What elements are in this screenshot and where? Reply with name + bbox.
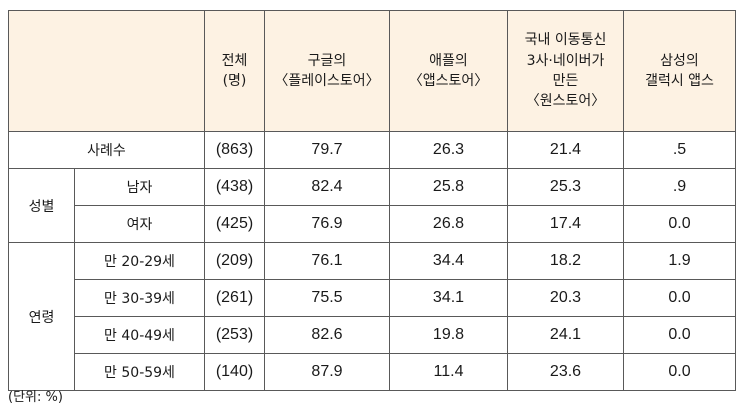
cell-onestore: 24.1 xyxy=(507,316,624,354)
header-samsung-line2: 갤럭시 앱스 xyxy=(645,73,714,89)
header-apple: 애플의 〈앱스토어〉 xyxy=(389,10,508,132)
header-samsung-line1: 삼성의 xyxy=(660,52,699,69)
header-row: 전체 (명) 구글의 〈플레이스토어〉 애플의 〈앱스토어〉 국내 이동통신 3… xyxy=(8,10,736,132)
header-google-line2: 〈플레이스토어〉 xyxy=(274,73,380,89)
table-row-male: 성별 남자 (438) 82.4 25.8 25.3 .9 xyxy=(8,168,736,243)
header-onestore-line2: 3사·네이버가 xyxy=(526,52,605,69)
table-row-age50: 만 50-59세 (140) 87.9 11.4 23.6 0.0 xyxy=(9,353,736,391)
cell-n: (140) xyxy=(204,353,265,391)
cell-onestore: 25.3 xyxy=(507,168,624,206)
table-row-total: 사례수 (863) 79.7 26.3 21.4 .5 xyxy=(8,131,736,169)
header-google: 구글의 〈플레이스토어〉 xyxy=(264,10,390,132)
cell-apple: 34.1 xyxy=(389,279,508,317)
survey-table: 전체 (명) 구글의 〈플레이스토어〉 애플의 〈앱스토어〉 국내 이동통신 3… xyxy=(8,10,736,391)
header-google-line1: 구글의 xyxy=(307,52,347,69)
table-row-age30: 만 30-39세 (261) 75.5 34.1 20.3 0.0 xyxy=(9,279,736,317)
row-label: 만 50-59세 xyxy=(74,353,205,391)
header-corner xyxy=(8,10,205,132)
table-row-age20: 연령 만 20-29세 (209) 76.1 34.4 18.2 1.9 xyxy=(8,242,736,391)
cell-onestore: 20.3 xyxy=(507,279,624,317)
header-onestore-line1: 국내 이동통신 xyxy=(524,32,607,49)
table-row-age40: 만 40-49세 (253) 82.6 19.8 24.1 0.0 xyxy=(9,316,736,354)
cell-apple: 34.4 xyxy=(389,242,508,280)
cell-google: 79.7 xyxy=(264,131,390,169)
header-total-line1: 전체 xyxy=(221,52,248,69)
row-label: 여자 xyxy=(74,205,205,243)
header-samsung: 삼성의 갤럭시 앱스 xyxy=(623,10,736,132)
cell-apple: 19.8 xyxy=(389,316,508,354)
cell-samsung: .5 xyxy=(623,131,736,169)
header-onestore-line4: 〈원스토어〉 xyxy=(525,93,606,110)
header-total: 전체 (명) xyxy=(204,10,265,132)
group-label-age: 연령 xyxy=(8,242,75,391)
cell-samsung: 0.0 xyxy=(623,279,736,317)
cell-onestore: 17.4 xyxy=(507,205,624,243)
cell-samsung: .9 xyxy=(623,168,736,206)
cell-apple: 26.8 xyxy=(389,205,508,243)
cell-samsung: 0.0 xyxy=(623,205,736,243)
row-label: 만 20-29세 xyxy=(74,242,205,280)
cell-onestore: 23.6 xyxy=(507,353,624,391)
cell-google: 76.1 xyxy=(264,242,390,280)
cell-n: (209) xyxy=(204,242,265,280)
cell-n: (261) xyxy=(204,279,265,317)
header-onestore: 국내 이동통신 3사·네이버가 만든 〈원스토어〉 xyxy=(507,10,624,132)
header-onestore-line3: 만든 xyxy=(552,73,579,89)
cell-google: 76.9 xyxy=(264,205,390,243)
cell-samsung: 0.0 xyxy=(623,316,736,354)
cell-samsung: 1.9 xyxy=(623,242,736,280)
cell-onestore: 21.4 xyxy=(507,131,624,169)
row-label: 만 30-39세 xyxy=(74,279,205,317)
row-label: 만 40-49세 xyxy=(74,316,205,354)
cell-google: 82.4 xyxy=(264,168,390,206)
cell-samsung: 0.0 xyxy=(623,353,736,391)
row-label: 사례수 xyxy=(8,131,205,169)
cell-n: (253) xyxy=(204,316,265,354)
unit-note: (단위: %) xyxy=(8,390,63,405)
header-apple-line1: 애플의 xyxy=(429,52,468,69)
cell-onestore: 18.2 xyxy=(507,242,624,280)
header-total-line2: (명) xyxy=(222,73,247,89)
group-label-gender: 성별 xyxy=(8,168,75,243)
header-apple-line2: 〈앱스토어〉 xyxy=(408,73,489,89)
table-row-female: 여자 (425) 76.9 26.8 17.4 0.0 xyxy=(9,205,736,243)
cell-google: 75.5 xyxy=(264,279,390,317)
cell-n: (425) xyxy=(204,205,265,243)
cell-apple: 25.8 xyxy=(389,168,508,206)
cell-google: 82.6 xyxy=(264,316,390,354)
cell-google: 87.9 xyxy=(264,353,390,391)
cell-apple: 11.4 xyxy=(389,353,508,391)
cell-n: (863) xyxy=(204,131,265,169)
cell-apple: 26.3 xyxy=(389,131,508,169)
row-label: 남자 xyxy=(74,168,205,206)
cell-n: (438) xyxy=(204,168,265,206)
